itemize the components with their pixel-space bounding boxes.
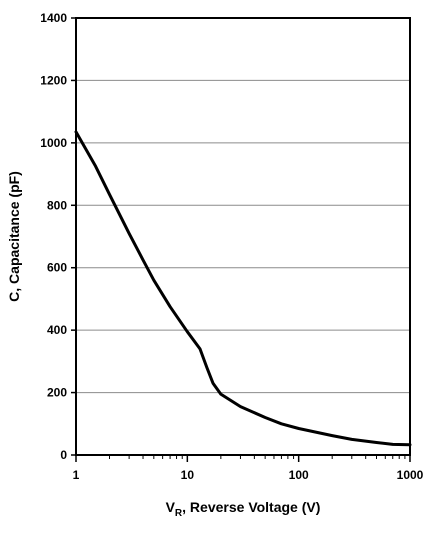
x-axis-title-rest: , Reverse Voltage (V) (182, 499, 320, 515)
x-tick-labels: 1 10 100 1000 (73, 468, 424, 482)
x-tick-label: 10 (181, 468, 195, 482)
y-tick-label: 0 (60, 448, 67, 462)
x-axis-title: VR, Reverse Voltage (V) (166, 499, 321, 519)
y-axis-title: C, Capacitance (pF) (6, 171, 22, 302)
x-tick-label: 1000 (397, 468, 424, 482)
y-tick-label: 1200 (40, 73, 67, 87)
x-axis-title-main: V (166, 499, 176, 515)
grid-lines (76, 79, 410, 394)
axis-ticks (71, 17, 411, 462)
y-tick-label: 400 (47, 323, 67, 337)
plot-frame (75, 17, 411, 456)
x-tick-label: 100 (289, 468, 309, 482)
y-tick-label: 1000 (40, 136, 67, 150)
x-axis-title-subscript: R (175, 508, 183, 519)
y-tick-label: 800 (47, 198, 67, 212)
y-tick-labels: 0 200 400 600 800 1000 1200 1400 (40, 11, 67, 462)
capacitance-curve (74, 130, 412, 447)
y-tick-label: 1400 (40, 11, 67, 25)
y-tick-label: 200 (47, 386, 67, 400)
x-tick-label: 1 (73, 468, 80, 482)
y-tick-label: 600 (47, 261, 67, 275)
